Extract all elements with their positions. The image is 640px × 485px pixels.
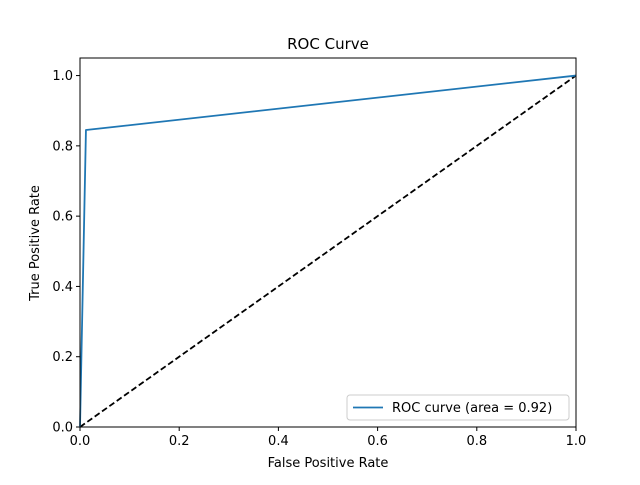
x-tick-label: 1.0 [566,434,587,449]
y-tick-label: 1.0 [52,69,73,84]
y-tick-label: 0.4 [52,280,73,295]
x-tick-label: 0.2 [169,434,190,449]
y-tick-label: 0.2 [52,350,73,365]
plot-frame [79,57,577,428]
chance-diagonal-line [79,74,577,428]
x-tick-label: 0.0 [70,434,91,449]
legend-box [346,394,570,421]
y-axis-label: True Positive Rate [28,185,43,302]
series-layer [79,74,577,428]
legend-entry-roc-curve: ROC curve (area = 0.92) [392,401,552,416]
x-tick-label: 0.8 [466,434,487,449]
y-tick-label: 0.0 [52,421,73,436]
y-tick-label: 0.6 [52,210,73,225]
x-tick-label: 0.6 [367,434,388,449]
x-axis-label: False Positive Rate [268,456,389,471]
roc-curve-line [79,74,577,428]
chart-title: ROC Curve [287,35,369,53]
x-tick-label: 0.4 [268,434,289,449]
y-tick-label: 0.8 [52,139,73,154]
ticks-layer: 0.0 0.2 0.4 0.6 0.8 1.0 0.0 0.2 0.4 0.6 0.8 1.0 [52,69,586,449]
legend: ROC curve (area = 0.92) [346,394,570,421]
